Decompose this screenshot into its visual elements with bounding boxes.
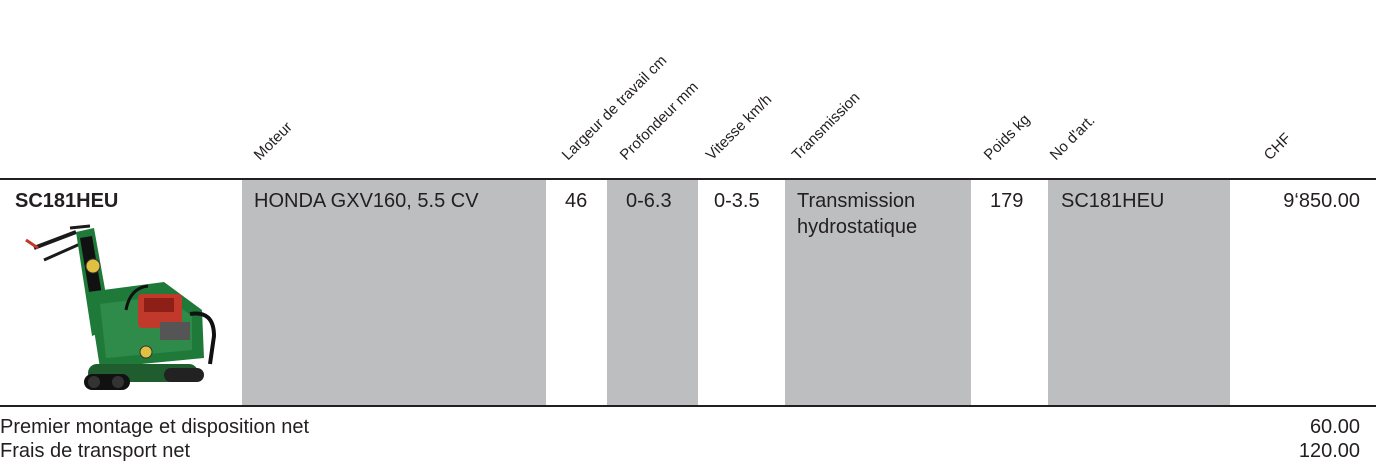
product-price: 9‘850.00 — [1283, 190, 1360, 212]
product-poids: 179 — [990, 190, 1024, 212]
header-largeur: Largeur de travail cm — [558, 52, 671, 164]
column-shade-moteur — [242, 180, 546, 405]
extra-price-transport: 120.00 — [1298, 440, 1360, 462]
product-model: SC181HEU — [15, 190, 119, 212]
header-poids: Poids kg — [980, 110, 1034, 164]
product-no-art: SC181HEU — [1061, 190, 1165, 212]
column-shade-no-art — [1048, 180, 1230, 405]
product-vitesse: 0-3.5 — [714, 190, 760, 212]
header-moteur: Moteur — [250, 118, 296, 164]
header-transmission: Transmission — [788, 89, 864, 164]
extra-label-transport: Frais de transport net — [0, 440, 191, 462]
table-bottom-rule — [0, 405, 1376, 407]
sod-cutter-machine-image — [25, 224, 217, 390]
product-moteur: HONDA GXV160, 5.5 CV — [254, 190, 479, 212]
extra-label-montage: Premier montage et disposition net — [0, 416, 310, 438]
product-largeur: 46 — [565, 190, 588, 212]
header-no-art: No d'art. — [1046, 111, 1099, 164]
product-transmission-line1: Transmission — [797, 190, 916, 212]
column-shade-profondeur — [607, 180, 698, 405]
table-top-rule — [0, 178, 1376, 180]
product-transmission-line2: hydrostatique — [797, 216, 918, 238]
column-shade-transmission — [785, 180, 971, 405]
product-profondeur: 0-6.3 — [626, 190, 672, 212]
header-chf: CHF — [1260, 129, 1295, 164]
header-vitesse: Vitesse km/h — [702, 91, 776, 164]
extra-price-montage: 60.00 — [1309, 416, 1360, 438]
